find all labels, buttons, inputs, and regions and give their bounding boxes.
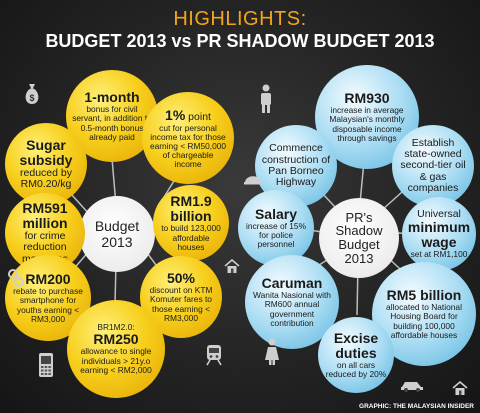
bubble-text: bonus for civil servant, in addition to … bbox=[72, 104, 152, 142]
graphic-credit: GRAPHIC: THE MALAYSIAN INSIDER bbox=[359, 403, 474, 410]
center-label: Budget bbox=[94, 217, 140, 234]
train-icon bbox=[206, 345, 222, 366]
heading-highlights: HIGHLIGHTS: bbox=[173, 8, 307, 30]
bubble-heading: 50% bbox=[166, 270, 196, 287]
bubble-income-tax: 1% point cut for personal income tax for… bbox=[142, 92, 234, 184]
bubble-heading: RM1.9 billion bbox=[170, 193, 212, 225]
bubble-text: discount on KTM Komuter fares to those e… bbox=[149, 285, 213, 323]
bubble-heading: RM200 bbox=[25, 271, 71, 288]
helmet-icon bbox=[244, 176, 262, 185]
center-label: 2013 bbox=[101, 234, 133, 250]
budget-2013-center: Budget 2013 bbox=[79, 196, 155, 272]
car-icon bbox=[401, 382, 423, 392]
bubble-heading: RM5 billion bbox=[386, 287, 462, 304]
svg-text:$: $ bbox=[29, 93, 34, 103]
bubble-text: increase of 15% for police personnel bbox=[245, 220, 307, 250]
bubble-text: Wanita Nasional with RM600 annual govern… bbox=[253, 290, 331, 328]
bubble-minimum-wage: Universal minimum wage set at RM1,100 bbox=[402, 197, 476, 271]
bubble-heading: 1-month bbox=[84, 89, 140, 106]
bubble-excise-duties: Excise duties on all cars reduced by 20% bbox=[318, 317, 394, 393]
bubble-heading: Salary bbox=[254, 205, 298, 222]
heading-title: BUDGET 2013 vs PR SHADOW BUDGET 2013 bbox=[45, 31, 435, 51]
center-label: Shadow bbox=[335, 223, 383, 239]
phone-icon bbox=[39, 353, 53, 377]
bubble-text: increase in average Malaysian's monthly … bbox=[329, 105, 405, 143]
bubble-affordable-houses: RM1.9 billion to build 123,000 affordabl… bbox=[153, 185, 229, 261]
bubble-text: reduced by RM0.20/kg bbox=[20, 166, 72, 191]
bubble-text: allowance to single individuals > 21y.o … bbox=[80, 346, 152, 375]
bubble-prefix: Universal bbox=[417, 207, 461, 220]
shadow-budget-center: PR's Shadow Budget 2013 bbox=[319, 198, 399, 278]
handcuff-icon bbox=[8, 269, 24, 287]
bubble-br1m: BR1M2.0: RM250 allowance to single indiv… bbox=[67, 300, 165, 398]
bubble-heading: 1% point bbox=[165, 106, 211, 123]
bubble-heading: RM250 bbox=[93, 331, 139, 348]
bubble-heading: Excise duties bbox=[333, 329, 379, 361]
center-label: 2013 bbox=[344, 250, 374, 266]
house-icon bbox=[224, 258, 240, 273]
bubble-text: Establish state-owned second-tier oil & … bbox=[400, 136, 466, 194]
bubble-text: set at RM1,100 bbox=[410, 249, 468, 260]
bubble-heading: Sugar subsidy bbox=[19, 136, 73, 168]
woman-icon bbox=[265, 338, 279, 365]
house-icon bbox=[452, 380, 468, 395]
bubble-oil-gas: Establish state-owned second-tier oil & … bbox=[392, 125, 474, 207]
bubble-police-salary: Salary increase of 15% for police person… bbox=[238, 190, 314, 266]
bubble-housing-board: RM5 billion allocated to National Housin… bbox=[372, 262, 476, 366]
bubble-heading: RM930 bbox=[344, 90, 390, 107]
bubble-text: cut for personal income tax for those ea… bbox=[149, 122, 227, 170]
bubble-text: Commence construction of Pan Borneo High… bbox=[261, 142, 331, 189]
center-label: PR's bbox=[345, 209, 373, 225]
bubble-heading: Caruman bbox=[261, 275, 323, 292]
bubble-text: to build 123,000 affordable houses bbox=[161, 223, 221, 252]
person-icon bbox=[261, 84, 271, 113]
center-label: Budget bbox=[338, 237, 380, 252]
bubble-smartphone-rebate: RM200 rebate to purchase smartphone for … bbox=[5, 255, 91, 341]
money-bag-icon: $ bbox=[25, 84, 39, 104]
bubble-text: allocated to National Housing Board for … bbox=[386, 302, 462, 340]
bubble-text: on all cars reduced by 20% bbox=[325, 360, 387, 380]
bubble-heading: RM591 million bbox=[22, 199, 68, 231]
bubble-heading: minimum wage bbox=[407, 219, 471, 251]
bubble-prefix: BR1M2.0: bbox=[97, 322, 135, 333]
bubble-text: rebate to purchase smartphone for youths… bbox=[13, 286, 83, 324]
bubble-sugar-subsidy: Sugar subsidy reduced by RM0.20/kg bbox=[5, 123, 87, 205]
